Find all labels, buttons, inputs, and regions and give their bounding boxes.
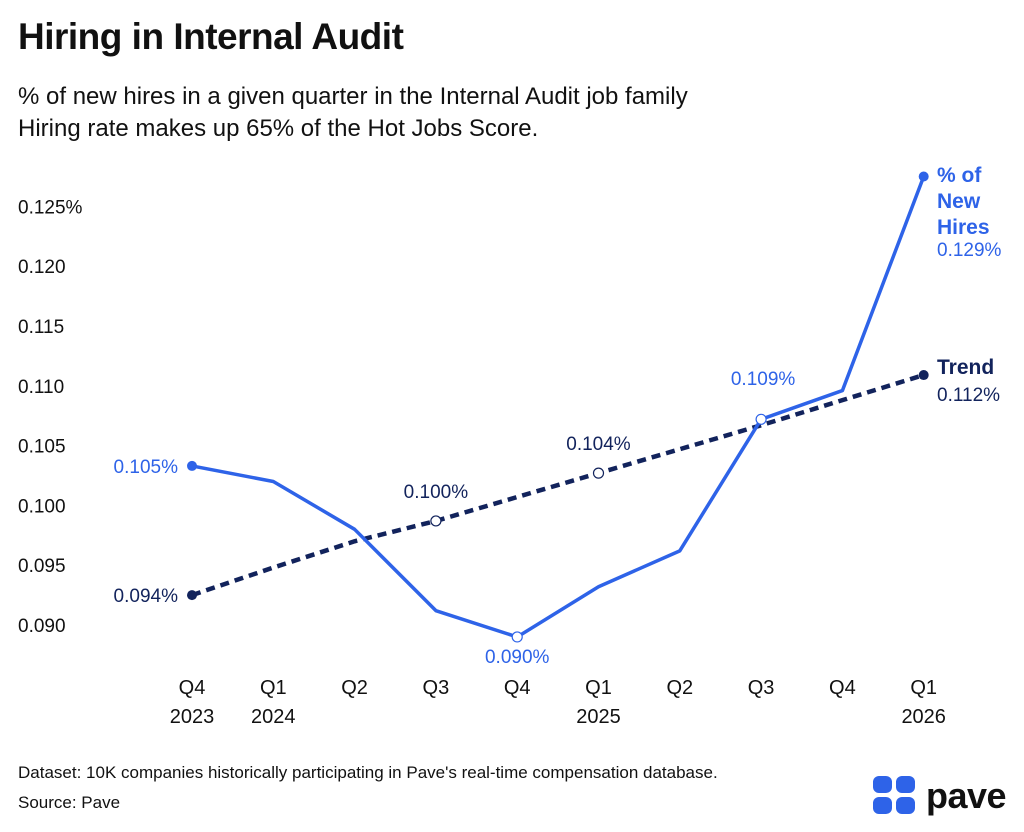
x-tick-year-label: 2024 xyxy=(251,706,296,728)
x-tick-label: Q1 xyxy=(585,677,612,699)
pave-wordmark: pave xyxy=(926,775,1007,816)
chart-subtitle-note: Hiring rate makes up 65% of the Hot Jobs… xyxy=(18,115,539,142)
trend-data-label: 0.094% xyxy=(114,586,179,607)
y-tick-label: 0.125% xyxy=(18,197,83,218)
new-hires-data-label: 0.105% xyxy=(114,457,179,478)
x-tick-label: Q4 xyxy=(179,677,206,699)
x-tick-label: Q3 xyxy=(748,677,775,699)
new-hires-point xyxy=(187,460,197,471)
x-tick-label: Q1 xyxy=(910,677,937,699)
y-tick-label: 0.110 xyxy=(18,377,64,398)
trend-data-label: 0.104% xyxy=(566,434,631,455)
new-hires-point xyxy=(755,413,767,425)
y-tick-label: 0.115 xyxy=(18,317,64,338)
pave-logo-icon xyxy=(873,776,917,816)
new-hires-data-label: 0.090% xyxy=(485,647,550,668)
new-hires-series-label: New xyxy=(937,190,981,213)
trend-series-label: Trend xyxy=(937,356,994,379)
new-hires-series-label: Hires xyxy=(937,216,990,239)
trend-point xyxy=(918,370,929,381)
chart-title: Hiring in Internal Audit xyxy=(18,16,404,57)
y-tick-label: 0.120 xyxy=(18,257,66,278)
x-tick-label: Q2 xyxy=(666,677,693,699)
x-tick-label: Q4 xyxy=(504,677,531,699)
chart-subtitle: % of new hires in a given quarter in the… xyxy=(18,83,688,110)
trend-point xyxy=(592,467,605,479)
new-hires-data-label: 0.129% xyxy=(937,240,1002,261)
y-tick-label: 0.100 xyxy=(18,496,66,517)
trend-data-label: 0.100% xyxy=(404,482,469,503)
y-tick-label: 0.090 xyxy=(18,616,66,637)
dataset-note: Dataset: 10K companies historically part… xyxy=(18,763,718,782)
new-hires-line xyxy=(190,174,926,639)
new-hires-point xyxy=(511,631,523,643)
line-chart: 0.090 0.095 0.100 0.105 0.110 0.115 0.120 0.125… xyxy=(18,164,1002,728)
y-tick-label: 0.095 xyxy=(18,556,66,577)
x-tick-label: Q4 xyxy=(829,677,856,699)
new-hires-point xyxy=(918,171,929,182)
trend-point xyxy=(430,515,442,527)
pave-logo: pave xyxy=(873,775,1007,816)
y-tick-label: 0.105 xyxy=(18,437,66,458)
source-note: Source: Pave xyxy=(18,793,121,812)
new-hires-series-label: % of xyxy=(937,164,982,187)
x-tick-label: Q3 xyxy=(423,677,450,699)
trend-point xyxy=(187,590,197,601)
trend-data-label: 0.112% xyxy=(937,385,1000,406)
x-tick-year-label: 2026 xyxy=(901,706,946,728)
x-tick-year-label: 2025 xyxy=(576,706,621,728)
x-tick-label: Q1 xyxy=(260,677,287,699)
x-tick-label: Q2 xyxy=(341,677,368,699)
x-tick-year-label: 2023 xyxy=(170,706,215,728)
trend-line xyxy=(191,372,925,598)
new-hires-data-label: 0.109% xyxy=(731,369,796,390)
